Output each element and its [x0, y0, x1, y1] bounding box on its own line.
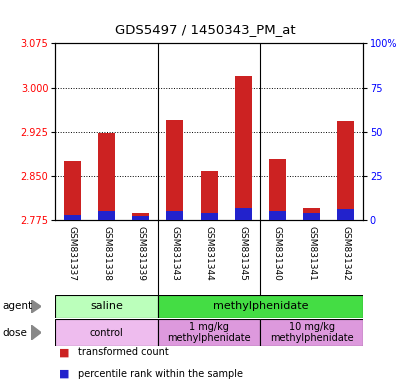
Text: 1 mg/kg
methylphenidate: 1 mg/kg methylphenidate — [167, 322, 250, 343]
Bar — [98, 211, 115, 220]
Bar — [55, 295, 157, 318]
Text: dose: dose — [2, 328, 27, 338]
Bar — [98, 134, 115, 220]
Text: GDS5497 / 1450343_PM_at: GDS5497 / 1450343_PM_at — [115, 23, 294, 36]
Bar — [268, 159, 285, 220]
Bar — [302, 208, 319, 220]
Bar — [55, 319, 157, 346]
Bar — [336, 209, 353, 220]
Bar — [157, 295, 362, 318]
Text: GSM831338: GSM831338 — [102, 226, 111, 281]
Text: GSM831342: GSM831342 — [340, 226, 349, 281]
Bar — [234, 76, 251, 220]
Bar — [200, 171, 217, 220]
Text: GSM831340: GSM831340 — [272, 226, 281, 281]
Polygon shape — [31, 325, 41, 340]
Text: GSM831341: GSM831341 — [306, 226, 315, 281]
Text: transformed count: transformed count — [78, 348, 168, 358]
Bar — [64, 215, 81, 220]
Text: GSM831339: GSM831339 — [136, 226, 145, 281]
Polygon shape — [31, 300, 41, 313]
Bar — [234, 208, 251, 220]
Text: control: control — [90, 328, 123, 338]
Bar — [268, 211, 285, 220]
Text: saline: saline — [90, 301, 123, 311]
Text: agent: agent — [2, 301, 32, 311]
Bar — [302, 213, 319, 220]
Bar — [166, 120, 183, 220]
Text: GSM831337: GSM831337 — [68, 226, 77, 281]
Bar — [166, 211, 183, 220]
Text: percentile rank within the sample: percentile rank within the sample — [78, 369, 242, 379]
Bar — [132, 217, 149, 220]
Text: GSM831343: GSM831343 — [170, 226, 179, 281]
Text: GSM831345: GSM831345 — [238, 226, 247, 281]
Bar — [64, 161, 81, 220]
Text: ■: ■ — [59, 369, 70, 379]
Bar — [157, 319, 260, 346]
Text: ■: ■ — [59, 348, 70, 358]
Bar — [260, 319, 362, 346]
Bar — [336, 121, 353, 220]
Text: GSM831344: GSM831344 — [204, 226, 213, 281]
Text: 10 mg/kg
methylphenidate: 10 mg/kg methylphenidate — [269, 322, 353, 343]
Bar — [132, 213, 149, 220]
Bar — [200, 213, 217, 220]
Text: methylphenidate: methylphenidate — [212, 301, 307, 311]
